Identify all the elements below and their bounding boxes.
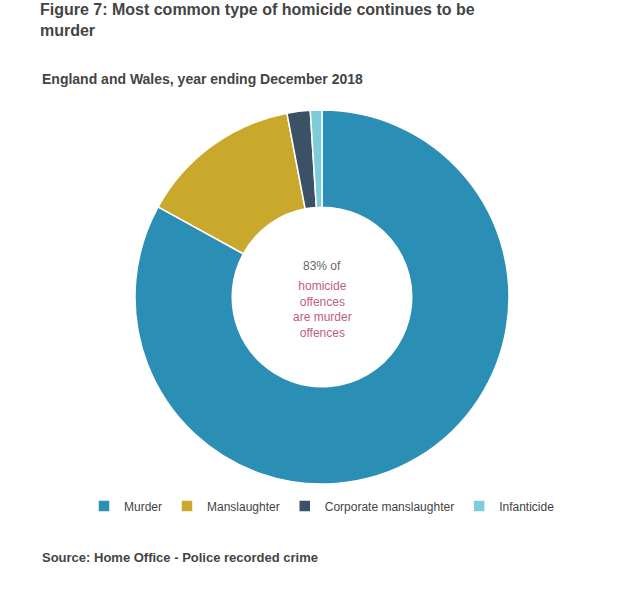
svg-text:Source: Home Office - Police r: Source: Home Office - Police recorded cr…	[42, 550, 318, 565]
svg-text:England and Wales, year ending: England and Wales, year ending December …	[42, 71, 363, 87]
svg-text:Figure 7: Most common type of: Figure 7: Most common type of homicide c…	[40, 1, 475, 39]
svg-text:Corporate manslaughter: Corporate manslaughter	[325, 500, 454, 514]
svg-text:Murder: Murder	[124, 500, 162, 514]
svg-text:83% of: 83% of	[303, 259, 341, 273]
svg-text:Manslaughter: Manslaughter	[207, 500, 280, 514]
svg-text:homicideoffencesare murderoffe: homicideoffencesare murderoffences	[293, 279, 352, 340]
svg-text:Infanticide: Infanticide	[499, 500, 554, 514]
